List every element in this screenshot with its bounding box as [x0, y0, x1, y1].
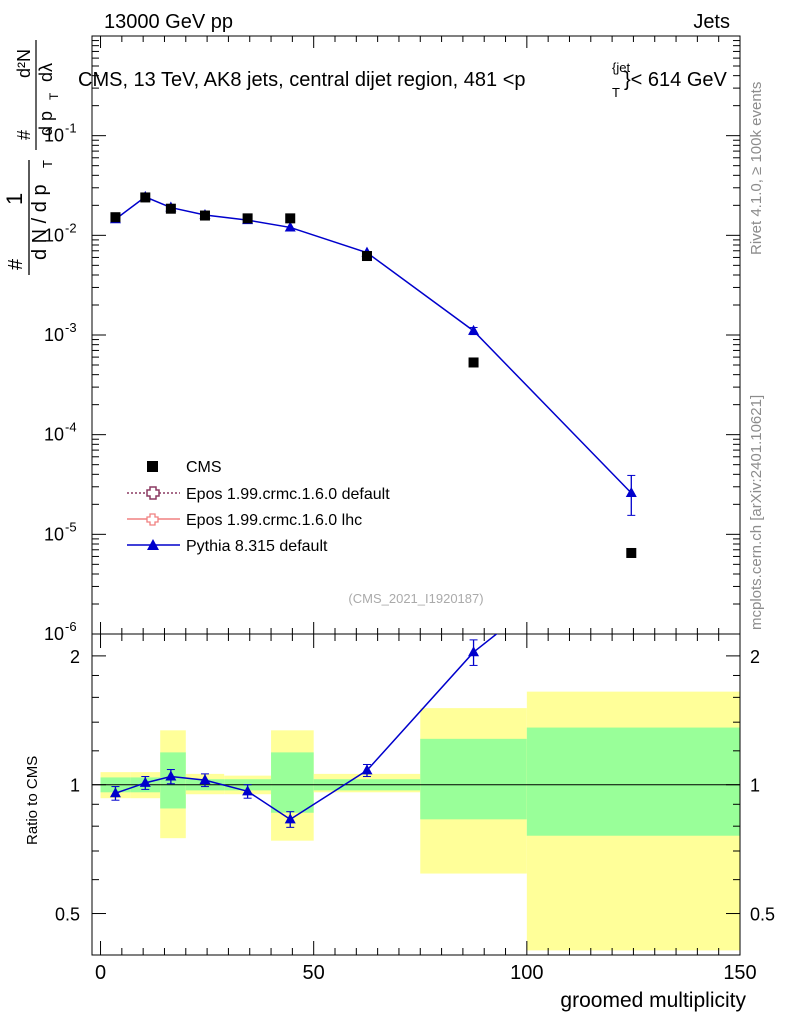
- legend-label-epos-default: Epos 1.99.crmc.1.6.0 default: [186, 486, 390, 503]
- legend-label-pythia: Pythia 8.315 default: [186, 538, 328, 555]
- band-inner: [526, 727, 740, 836]
- ratio-axes: 0.5 0.5 1 1 2 2 0 50 100 150: [55, 633, 775, 984]
- x-tick-label: 0: [95, 962, 106, 984]
- title-sub: T: [612, 85, 620, 100]
- cms-point: [468, 357, 479, 368]
- pythia-line: [114, 196, 632, 494]
- ratio-y-axis-label: Ratio to CMS: [24, 756, 41, 845]
- cms-point: [361, 251, 372, 262]
- x-tick-label: 50: [303, 962, 325, 984]
- ylabel-dlambda: dλ: [36, 63, 56, 82]
- ratio-pythia-point: [361, 764, 373, 775]
- x-axis-label: groomed multiplicity: [560, 989, 746, 1012]
- ylabel-hash: #: [5, 258, 27, 270]
- y-tick-exponent: -3: [65, 320, 77, 335]
- ratio-pythia-point: [284, 813, 296, 824]
- svg-text:CMS, 13 TeV, AK8 jets, central: CMS, 13 TeV, AK8 jets, central dijet reg…: [78, 69, 526, 91]
- ylabel-dn-dpt: d N / d p: [29, 184, 51, 260]
- ylabel-one: 1: [2, 193, 27, 205]
- y-tick-label: 10: [44, 524, 64, 544]
- analysis-watermark: (CMS_2021_I1920187): [348, 591, 483, 606]
- ratio-series: [109, 521, 637, 828]
- ylabel-dpt: d p: [36, 111, 56, 136]
- x-tick-label: 100: [510, 962, 543, 984]
- band-inner: [271, 752, 314, 813]
- band-inner: [420, 738, 527, 820]
- pythia-point: [468, 324, 480, 335]
- ratio-pythia-point: [199, 774, 211, 785]
- y-tick-label: 10: [44, 425, 64, 445]
- cms-point: [110, 212, 121, 223]
- legend-marker-epos-lhc: [146, 513, 159, 526]
- ylabel-hash2: #: [14, 130, 34, 140]
- legend-label-cms: CMS: [186, 459, 222, 476]
- ylabel-d2n: d²N: [14, 49, 34, 78]
- y-tick-label: 10: [44, 225, 64, 245]
- cms-point: [199, 210, 210, 221]
- ratio-y-tick-label-right: 1: [750, 776, 760, 796]
- rivet-label: Rivet 4.1.0, ≥ 100k events: [748, 82, 765, 255]
- y-tick-label: 10: [44, 126, 64, 146]
- ratio-pythia-point: [139, 776, 151, 787]
- y-tick-label: 10: [44, 325, 64, 345]
- ratio-uncertainty-bands: [100, 691, 740, 951]
- title-main: CMS, 13 TeV, AK8 jets, central dijet reg…: [78, 69, 526, 91]
- cms-point: [285, 213, 296, 224]
- ratio-pythia-point: [626, 521, 637, 531]
- ratio-y-tick-label-right: 2: [750, 647, 760, 667]
- header-left: 13000 GeV pp: [104, 11, 233, 33]
- main-series: [109, 190, 637, 558]
- ratio-pythia-point: [468, 646, 480, 657]
- cms-point: [242, 213, 253, 224]
- legend-marker-cms: [147, 461, 158, 472]
- ratio-y-tick-label: 0.5: [55, 905, 80, 925]
- title-sup: {jet: [612, 60, 630, 75]
- main-y-axis-label: 1 # d N / d p T # d²N d p T dλ: [2, 40, 61, 275]
- mcplots-label: mcplots.cern.ch [arXiv:2401.10621]: [748, 395, 765, 630]
- ratio-pythia-point: [165, 770, 177, 781]
- legend-marker-pythia: [147, 539, 159, 550]
- y-tick-exponent: -5: [65, 519, 77, 534]
- y-tick-exponent: -1: [65, 121, 77, 136]
- pythia-point: [625, 486, 637, 497]
- cms-point: [165, 203, 176, 214]
- ratio-frame: [91, 633, 741, 956]
- legend-marker-epos-default: [146, 486, 160, 500]
- cms-point: [626, 547, 637, 558]
- y-tick-exponent: -6: [65, 619, 77, 634]
- y-tick-label: 10: [44, 624, 64, 644]
- y-tick-exponent: -4: [65, 420, 77, 435]
- y-tick-exponent: -2: [65, 220, 77, 235]
- header-right: Jets: [693, 11, 730, 33]
- title-end: }< 614 GeV: [624, 69, 728, 91]
- legend: CMS Epos 1.99.crmc.1.6.0 default Epos 1.…: [127, 459, 390, 555]
- main-axes: 10-610-510-410-310-210-1: [44, 35, 741, 644]
- ratio-y-tick-label: 1: [70, 776, 80, 796]
- pythia-point: [284, 221, 296, 232]
- ylabel-dn-dpt-sub: T: [40, 160, 55, 168]
- x-tick-label: 150: [723, 962, 756, 984]
- legend-label-epos-lhc: Epos 1.99.crmc.1.6.0 lhc: [186, 512, 362, 529]
- ylabel-dpt-sub: T: [47, 92, 61, 100]
- ratio-y-tick-label-right: 0.5: [750, 905, 775, 925]
- cms-point: [140, 192, 151, 203]
- chart-title: CMS, 13 TeV, AK8 jets, central dijet reg…: [78, 60, 728, 100]
- ratio-y-tick-label: 2: [70, 647, 80, 667]
- ratio-pythia-point: [242, 785, 254, 796]
- ratio-pythia-point: [109, 787, 121, 798]
